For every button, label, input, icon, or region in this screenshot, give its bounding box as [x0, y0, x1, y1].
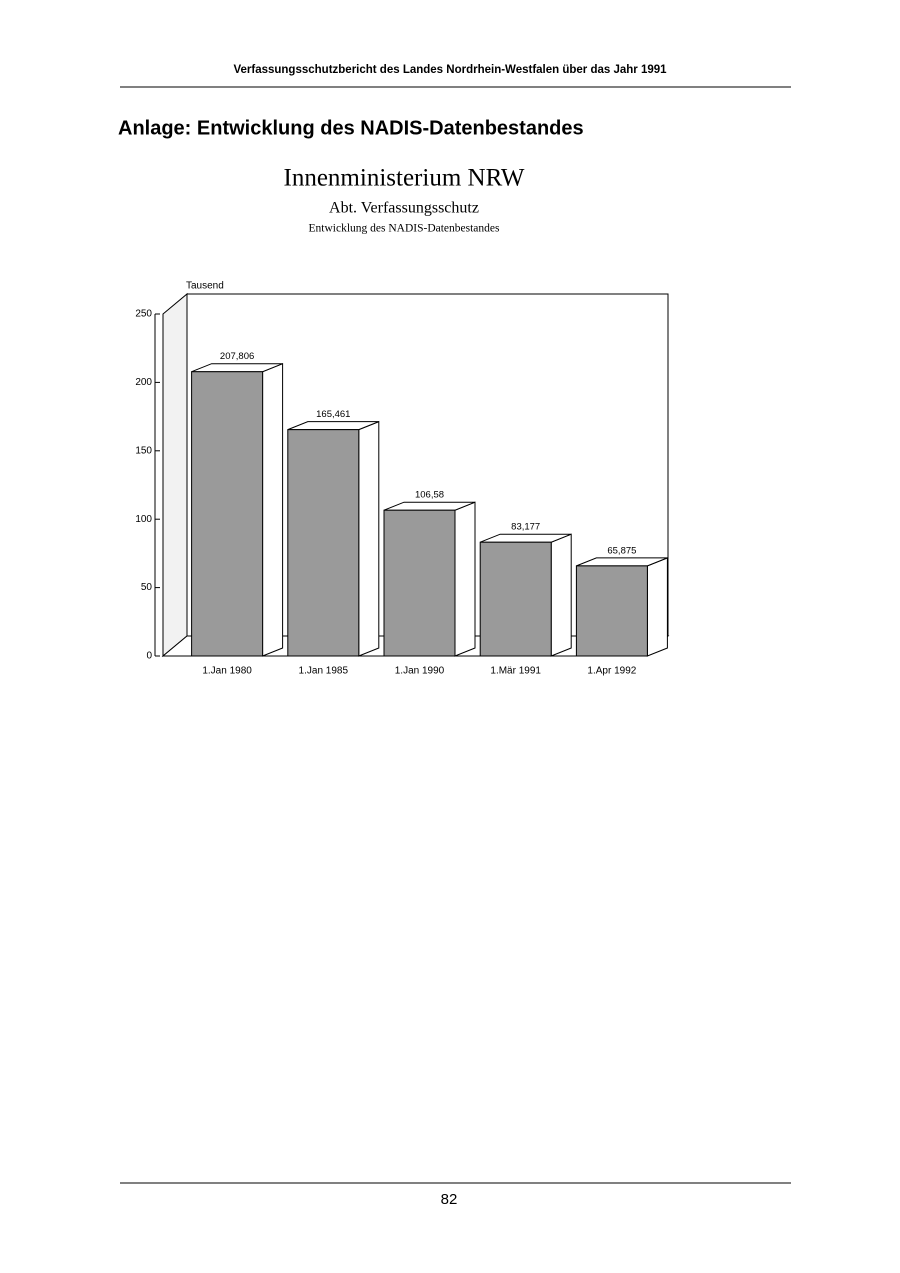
chart-caption: Entwicklung des NADIS-Datenbestandes — [309, 223, 501, 235]
value-label: 83,177 — [511, 522, 540, 533]
bar — [479, 533, 572, 657]
bar-front — [575, 565, 648, 657]
y-tick-label: 200 — [135, 377, 152, 388]
bar-front — [479, 541, 552, 657]
value-label: 65,875 — [607, 545, 636, 556]
x-tick-label: 1.Apr 1992 — [587, 666, 636, 677]
bar-front — [383, 509, 456, 657]
x-tick-label: 1.Mär 1991 — [490, 666, 541, 677]
value-label: 207,806 — [220, 351, 254, 362]
value-label: 106,58 — [415, 490, 444, 501]
y-tick-label: 100 — [135, 514, 152, 525]
x-tick-label: 1.Jan 1980 — [202, 666, 252, 677]
y-tick-label: 250 — [135, 309, 152, 320]
side-wall — [162, 292, 188, 658]
bar — [383, 501, 476, 657]
value-label: 165,461 — [316, 409, 350, 420]
bar-side — [454, 501, 476, 657]
y-tick-label: 50 — [141, 582, 153, 593]
x-tick-label: 1.Jan 1990 — [395, 666, 445, 677]
bar-front — [191, 371, 264, 657]
page-number: 82 — [441, 1191, 458, 1208]
bar-side — [358, 420, 380, 657]
chart-title: Innenministerium NRW — [284, 165, 525, 192]
chart-subtitle: Abt. Verfassungsschutz — [329, 200, 479, 217]
bar — [287, 420, 380, 657]
y-axis-label: Tausend — [186, 281, 224, 292]
bar-side — [646, 557, 668, 657]
bar — [575, 557, 668, 657]
bar-front — [287, 429, 360, 657]
y-tick-label: 0 — [146, 651, 152, 662]
page-heading: Anlage: Entwicklung des NADIS-Datenbesta… — [118, 117, 584, 139]
bar — [191, 362, 284, 657]
bar-side — [550, 533, 572, 657]
running-header: Verfassungsschutzbericht des Landes Nord… — [233, 64, 667, 76]
bar-side — [262, 362, 284, 657]
y-tick-label: 150 — [135, 445, 152, 456]
x-tick-label: 1.Jan 1985 — [299, 666, 349, 677]
